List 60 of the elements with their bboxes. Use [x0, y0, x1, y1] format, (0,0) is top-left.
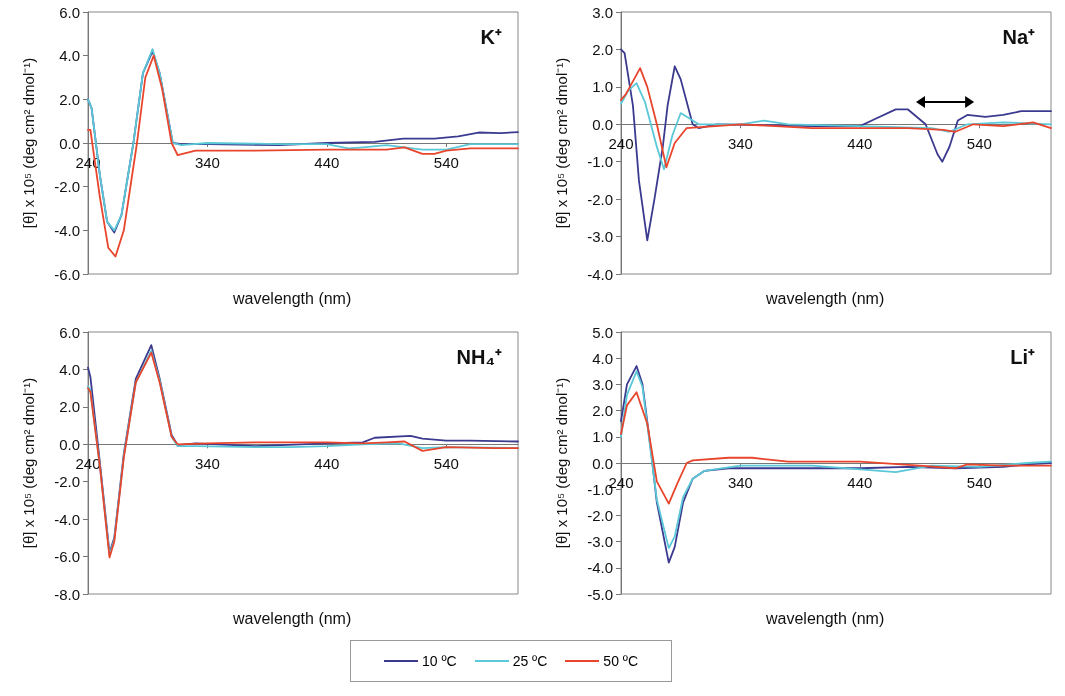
y-tick-label: -6.0 — [54, 548, 80, 566]
y-tick-label: -4.0 — [54, 510, 80, 528]
y-tick-label: -2.0 — [54, 178, 80, 196]
y-axis-title: [θ] x 10⁵ (deg cm² dmol⁻¹) — [553, 57, 570, 229]
y-tick-label: 6.0 — [59, 323, 80, 341]
y-tick-label: -5.0 — [587, 585, 613, 603]
text: Na⁺ — [1002, 26, 1036, 48]
y-tick-label: -4.0 — [587, 265, 613, 283]
x-tick-label: 540 — [966, 474, 992, 491]
x-axis-title: wavelength (nm) — [765, 289, 885, 307]
y-tick-label: -3.0 — [587, 228, 613, 246]
y-tick-label: 0.0 — [592, 115, 613, 133]
y-tick-label: 0.0 — [59, 134, 80, 152]
y-tick-label: 0.0 — [59, 435, 80, 453]
x-tick-label: 440 — [847, 135, 873, 153]
y-tick-label: -4.0 — [54, 221, 80, 239]
y-tick-label: 1.0 — [592, 428, 613, 446]
x-tick-label: 540 — [966, 135, 992, 153]
y-tick-label: 2.0 — [59, 90, 80, 108]
y-axis-title: [θ] x 10⁵ (deg cm² dmol⁻¹) — [553, 377, 570, 549]
y-tick-label: 2.0 — [592, 40, 613, 58]
x-axis-title: wavelength (nm) — [232, 609, 352, 627]
y-tick-label: -8.0 — [54, 585, 80, 603]
x-tick-label: 440 — [314, 455, 340, 473]
x-tick-label: 540 — [433, 455, 459, 473]
text: NH₄⁺ — [456, 346, 502, 368]
y-tick-label: 2.0 — [592, 402, 613, 420]
y-tick-label: 2.0 — [59, 398, 80, 416]
y-axis-title: [θ] x 10⁵ (deg cm² dmol⁻¹) — [20, 377, 37, 549]
x-tick-label: 440 — [314, 154, 340, 171]
y-tick-label: 3.0 — [592, 375, 613, 393]
y-tick-label: -2.0 — [587, 190, 613, 208]
y-tick-label: 3.0 — [592, 3, 613, 21]
y-tick-label: 4.0 — [59, 47, 80, 65]
x-tick-label: 340 — [194, 455, 220, 473]
y-tick-label: -2.0 — [54, 473, 80, 491]
x-tick-label: 440 — [847, 474, 873, 491]
legend-label: 10 ºC — [421, 653, 457, 669]
y-tick-label: 0.0 — [592, 454, 613, 472]
text: Li⁺ — [1010, 346, 1036, 368]
text: K⁺ — [480, 26, 503, 48]
x-tick-label: 340 — [727, 135, 753, 153]
y-tick-label: 5.0 — [592, 323, 613, 341]
y-tick-label: 1.0 — [592, 78, 613, 96]
x-tick-label: 540 — [433, 154, 459, 171]
y-tick-label: -4.0 — [587, 559, 613, 577]
x-tick-label: 340 — [194, 154, 220, 171]
y-tick-label: -2.0 — [587, 506, 613, 524]
x-axis-title: wavelength (nm) — [765, 609, 885, 627]
y-tick-label: -3.0 — [587, 533, 613, 551]
y-tick-label: 6.0 — [59, 3, 80, 21]
y-tick-label: -6.0 — [54, 265, 80, 283]
legend-label: 50 ºC — [603, 653, 639, 669]
y-axis-title: [θ] x 10⁵ (deg cm² dmol⁻¹) — [20, 57, 37, 229]
y-tick-label: 4.0 — [592, 349, 613, 367]
y-tick-label: 4.0 — [59, 360, 80, 378]
legend-label: 25 ºC — [512, 653, 548, 669]
y-tick-label: -1.0 — [587, 153, 613, 171]
x-axis-title: wavelength (nm) — [232, 289, 352, 307]
x-tick-label: 340 — [727, 474, 753, 491]
